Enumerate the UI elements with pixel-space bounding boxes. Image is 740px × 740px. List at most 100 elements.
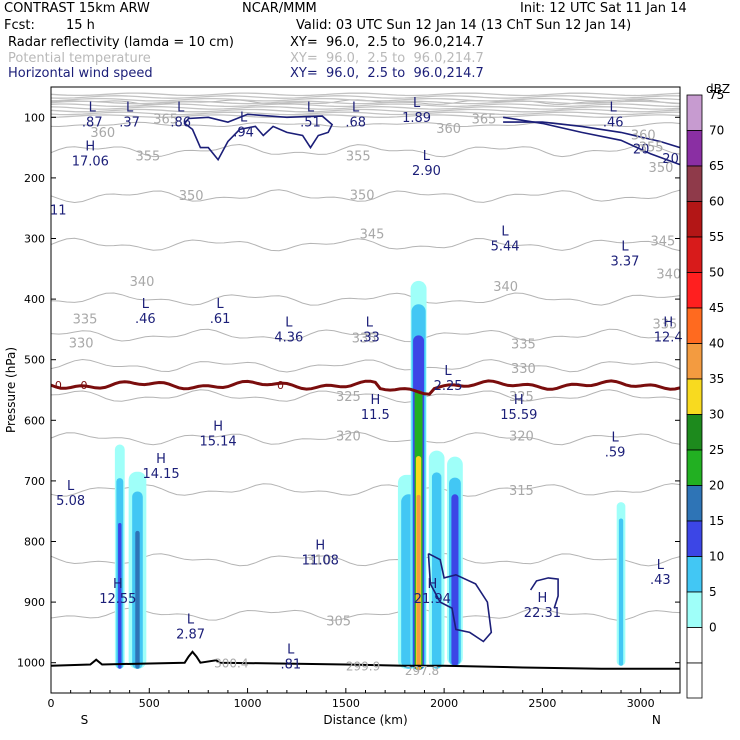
theta-contour-label: 360 [436, 122, 461, 137]
theta-contour-label: 350 [649, 161, 674, 176]
field-name-theta: Potential temperature [8, 51, 151, 66]
extremum-marker: H [514, 393, 524, 408]
colorbar-swatch [686, 662, 703, 699]
axes: 0 500 1000 1500 2000 2500 30001002003004005006… [4, 111, 680, 727]
theta-contour-label: 335 [352, 331, 377, 346]
extremum-marker: L [352, 100, 360, 115]
reflectivity-cell [135, 530, 140, 669]
y-tick-label: 1000 [17, 657, 45, 670]
x-tick-label: 500 [139, 697, 160, 710]
extremum-marker: L [177, 100, 185, 115]
colorbar-label: 30 [709, 408, 724, 422]
colorbar-swatch [686, 165, 703, 202]
theta-band-line [51, 111, 680, 116]
extremum-value: 2.90 [412, 164, 441, 179]
freezing-level-label: 0 [55, 379, 62, 392]
wind-contour-lower [427, 552, 493, 643]
theta-contour-label: 350 [179, 189, 204, 204]
colorbar-swatch [686, 272, 703, 309]
extremum-value: .68 [345, 115, 366, 130]
extremum-value: 11.08 [302, 553, 339, 568]
wind-contour-label: 20 [662, 152, 679, 167]
theta-band-line [51, 92, 680, 97]
colorbar-swatch [686, 556, 703, 593]
extremum-marker: L [307, 100, 315, 115]
theta-contour-label: 335 [652, 317, 677, 332]
extremum-marker: L [612, 431, 620, 446]
theta-contour-label: 335 [73, 312, 98, 327]
x-tick-label: 2000 [430, 697, 458, 710]
theta-contour-label: 330 [511, 362, 536, 377]
surface-theta-label: 299.9 [346, 660, 380, 674]
colorbar-swatch [686, 414, 703, 451]
terrain-line [51, 650, 680, 670]
wind-contour-upper-left [183, 113, 334, 162]
wind-contour-label: 20 [633, 143, 650, 158]
colorbar-label: 70 [709, 124, 724, 138]
colorbar-swatch [686, 236, 703, 273]
extremum-marker: L [142, 297, 150, 312]
colorbar-label: 50 [709, 266, 724, 280]
colorbar-label: 65 [709, 159, 724, 173]
extremum-marker: H [663, 315, 673, 330]
y-tick-label: 300 [24, 233, 45, 246]
extremum-marker: L [501, 225, 509, 240]
y-tick-label: 400 [24, 293, 45, 306]
field-name-reflectivity: Radar reflectivity (lamda = 10 cm) [8, 35, 234, 50]
extremum-marker: L [610, 100, 618, 115]
valid-time: Valid: 03 UTC Sun 12 Jan 14 (13 ChT Sun … [296, 18, 632, 33]
theta-contour-label: 355 [639, 140, 664, 155]
theta-contour-label: 355 [346, 149, 371, 164]
extremum-value: .81 [280, 658, 301, 673]
theta-contour-line [51, 143, 680, 158]
y-axis-label: Pressure (hPa) [4, 347, 18, 433]
x-tick-label: 0 [48, 697, 55, 710]
surface-theta-label: 297.8 [405, 664, 439, 678]
theta-band-line [51, 95, 680, 99]
theta-contour-label: 330 [69, 337, 94, 352]
init-time: Init: 12 UTC Sat 11 Jan 14 [520, 1, 687, 16]
reflectivity-cell [451, 494, 459, 666]
theta-contour-label: 345 [651, 234, 676, 249]
extremum-value: 5.44 [491, 240, 520, 255]
colorbar-label: 60 [709, 195, 724, 209]
colorbar-label: 15 [709, 514, 724, 528]
colorbar-label: 40 [709, 337, 724, 351]
theta-band-line [51, 114, 680, 118]
theta-contour-line [51, 552, 680, 567]
extremum-marker: L [366, 315, 374, 330]
reflectivity-cell [618, 518, 624, 666]
theta-contour-label: 305 [326, 614, 351, 629]
colorbar-label: 5 [709, 585, 717, 599]
theta-contour-label: 340 [493, 280, 518, 295]
x-end-label-north: N [652, 713, 661, 727]
extremum-value: .46 [135, 312, 156, 327]
extremum-marker: L [216, 297, 224, 312]
y-tick-label: 900 [24, 596, 45, 609]
colorbar-swatch [686, 201, 703, 238]
y-tick-label: 200 [24, 172, 45, 185]
extremum-value: 12.55 [99, 592, 136, 607]
wind-contour-upper-right-2 [503, 121, 680, 149]
extremum-marker: H [85, 140, 95, 155]
extremum-marker: L [621, 240, 629, 255]
theta-contour-label: 365 [153, 113, 178, 128]
extremum-value: 14.15 [142, 467, 179, 482]
colorbar-label: 0 [709, 621, 717, 635]
theta-contour-label: 360 [90, 126, 115, 141]
theta-contour-label: 325 [336, 390, 361, 405]
theta-contour-label: 310 [307, 554, 332, 569]
x-tick-label: 1500 [332, 697, 360, 710]
theta-band-line [51, 108, 680, 113]
extremum-marker: L [240, 111, 248, 126]
colorbar-swatch [686, 378, 703, 415]
extremum-marker: L [657, 558, 665, 573]
reflectivity-cell [416, 494, 421, 670]
wind-contour-lower-right [529, 577, 559, 609]
extremum-value: .51 [300, 115, 321, 130]
field-xy-reflectivity: XY= 96.0, 2.5 to 96.0,214.7 [290, 35, 484, 50]
extremum-value: .59 [605, 446, 626, 461]
colorbar-swatch [686, 485, 703, 522]
colorbar-label: 25 [709, 443, 724, 457]
extremum-marker: L [287, 643, 295, 658]
